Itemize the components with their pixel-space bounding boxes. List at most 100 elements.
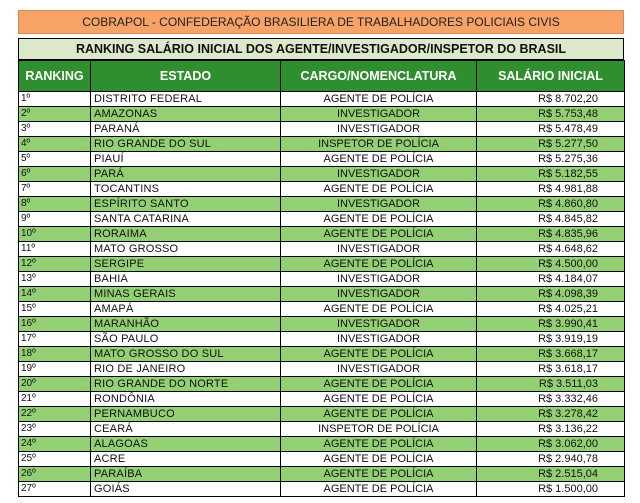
cargo-cell: INVESTIGADOR	[280, 286, 477, 302]
estado-cell: BAHIA	[90, 271, 281, 287]
cargo-cell: AGENTE DE POLÍCIA	[280, 436, 477, 452]
salario-cell: R$ 4.648,62	[476, 241, 625, 257]
salario-cell: R$ 2.515,04	[476, 466, 625, 482]
header-salario: SALÁRIO INICIAL	[476, 60, 625, 92]
salario-cell: R$ 3.511,03	[476, 376, 625, 392]
estado-cell: SERGIPE	[90, 256, 281, 272]
rank-cell: 13º	[18, 271, 91, 287]
cargo-cell: INVESTIGADOR	[280, 166, 477, 182]
estado-cell: ACRE	[90, 451, 281, 467]
table-row: 20º RIO GRANDE DO NORTE AGENTE DE POLÍCIA R…	[18, 376, 625, 392]
table-row: 25º ACRE AGENTE DE POLÍCIA R$ 2.940,78	[18, 451, 625, 467]
cargo-cell: INSPETOR DE POLÍCIA	[280, 421, 477, 437]
rank-cell: 4º	[18, 136, 91, 152]
salario-cell: R$ 3.062,00	[476, 436, 625, 452]
table-body: 1º DISTRITO FEDERAL AGENTE DE POLÍCIA R$ 8.…	[18, 91, 625, 497]
salario-cell: R$ 3.332,46	[476, 391, 625, 407]
estado-cell: PARAÍBA	[90, 466, 281, 482]
rank-cell: 3º	[18, 121, 91, 137]
salario-cell: R$ 3.919,19	[476, 331, 625, 347]
table-row: 11º MATO GROSSO INVESTIGADOR R$ 4.648,62	[18, 241, 625, 257]
salario-cell: R$ 4.184,07	[476, 271, 625, 287]
salario-cell: R$ 2.940,78	[476, 451, 625, 467]
table-row: 19º RIO DE JANEIRO INVESTIGADOR R$ 3.618,17	[18, 361, 625, 377]
rank-cell: 12º	[18, 256, 91, 272]
cargo-cell: AGENTE DE POLÍCIA	[280, 346, 477, 362]
rank-cell: 6º	[18, 166, 91, 182]
cargo-cell: INVESTIGADOR	[280, 361, 477, 377]
salario-cell: R$ 5.753,48	[476, 106, 625, 122]
table-row: 21º RONDÔNIA AGENTE DE POLÍCIA R$ 3.332,46	[18, 391, 625, 407]
estado-cell: TOCANTINS	[90, 181, 281, 197]
estado-cell: CEARÁ	[90, 421, 281, 437]
salario-cell: R$ 8.702,20	[476, 91, 625, 107]
rank-cell: 10º	[18, 226, 91, 242]
estado-cell: RONDÔNIA	[90, 391, 281, 407]
estado-cell: AMAPÁ	[90, 301, 281, 317]
rank-cell: 9º	[18, 211, 91, 227]
cargo-cell: INVESTIGADOR	[280, 121, 477, 137]
table-row: 5º PIAUÍ AGENTE DE POLÍCIA R$ 5.275,36	[18, 151, 625, 167]
salario-cell: R$ 1.500,00	[476, 481, 625, 497]
table-row: 14º MINAS GERAIS INVESTIGADOR R$ 4.098,39	[18, 286, 625, 302]
cargo-cell: INVESTIGADOR	[280, 316, 477, 332]
cargo-cell: AGENTE DE POLÍCIA	[280, 451, 477, 467]
table-row: 17º SÃO PAULO INVESTIGADOR R$ 3.919,19	[18, 331, 625, 347]
salario-cell: R$ 5.478,49	[476, 121, 625, 137]
table-row: 3º PARANÁ INVESTIGADOR R$ 5.478,49	[18, 121, 625, 137]
estado-cell: PARÁ	[90, 166, 281, 182]
estado-cell: SÃO PAULO	[90, 331, 281, 347]
estado-cell: RORAIMA	[90, 226, 281, 242]
rank-cell: 1º	[18, 91, 91, 107]
table-row: 27º GOIÁS AGENTE DE POLÍCIA R$ 1.500,00	[18, 481, 625, 497]
table-row: 24º ALAGOAS AGENTE DE POLÍCIA R$ 3.062,00	[18, 436, 625, 452]
table-row: 8º ESPÍRITO SANTO INVESTIGADOR R$ 4.860,80	[18, 196, 625, 212]
salario-cell: R$ 4.860,80	[476, 196, 625, 212]
rank-cell: 19º	[18, 361, 91, 377]
rank-cell: 18º	[18, 346, 91, 362]
salario-cell: R$ 4.835,96	[476, 226, 625, 242]
rank-cell: 2º	[18, 106, 91, 122]
header-cargo: CARGO/NOMENCLATURA	[280, 60, 477, 92]
table-row: 22º PERNAMBUCO AGENTE DE POLÍCIA R$ 3.278,4…	[18, 406, 625, 422]
salary-ranking-table: RANKING ESTADO CARGO/NOMENCLATURA SALÁRI…	[18, 60, 625, 497]
cargo-cell: AGENTE DE POLÍCIA	[280, 301, 477, 317]
salario-cell: R$ 3.618,17	[476, 361, 625, 377]
estado-cell: MARANHÃO	[90, 316, 281, 332]
estado-cell: MINAS GERAIS	[90, 286, 281, 302]
rank-cell: 24º	[18, 436, 91, 452]
table-row: 18º MATO GROSSO DO SUL AGENTE DE POLÍCIA R$…	[18, 346, 625, 362]
cargo-cell: AGENTE DE POLÍCIA	[280, 211, 477, 227]
salario-cell: R$ 4.098,39	[476, 286, 625, 302]
rank-cell: 8º	[18, 196, 91, 212]
salario-cell: R$ 3.136,22	[476, 421, 625, 437]
estado-cell: GOIÁS	[90, 481, 281, 497]
salario-cell: R$ 5.182,55	[476, 166, 625, 182]
salario-cell: R$ 5.275,36	[476, 151, 625, 167]
rank-cell: 15º	[18, 301, 91, 317]
cargo-cell: AGENTE DE POLÍCIA	[280, 181, 477, 197]
cargo-cell: INVESTIGADOR	[280, 271, 477, 287]
cargo-cell: INVESTIGADOR	[280, 196, 477, 212]
table-row: 7º TOCANTINS AGENTE DE POLÍCIA R$ 4.981,88	[18, 181, 625, 197]
cargo-cell: AGENTE DE POLÍCIA	[280, 481, 477, 497]
rank-cell: 25º	[18, 451, 91, 467]
table-header-row: RANKING ESTADO CARGO/NOMENCLATURA SALÁRI…	[18, 60, 625, 92]
salario-cell: R$ 5.277,50	[476, 136, 625, 152]
rank-cell: 14º	[18, 286, 91, 302]
salario-cell: R$ 4.025,21	[476, 301, 625, 317]
rank-cell: 16º	[18, 316, 91, 332]
salario-cell: R$ 3.990,41	[476, 316, 625, 332]
estado-cell: SANTA CATARINA	[90, 211, 281, 227]
rank-cell: 20º	[18, 376, 91, 392]
header-ranking: RANKING	[18, 60, 91, 92]
rank-cell: 17º	[18, 331, 91, 347]
rank-cell: 23º	[18, 421, 91, 437]
header-estado: ESTADO	[90, 60, 281, 92]
rank-cell: 5º	[18, 151, 91, 167]
cargo-cell: INVESTIGADOR	[280, 106, 477, 122]
estado-cell: RIO GRANDE DO SUL	[90, 136, 281, 152]
cargo-cell: AGENTE DE POLÍCIA	[280, 91, 477, 107]
estado-cell: MATO GROSSO	[90, 241, 281, 257]
cargo-cell: AGENTE DE POLÍCIA	[280, 226, 477, 242]
